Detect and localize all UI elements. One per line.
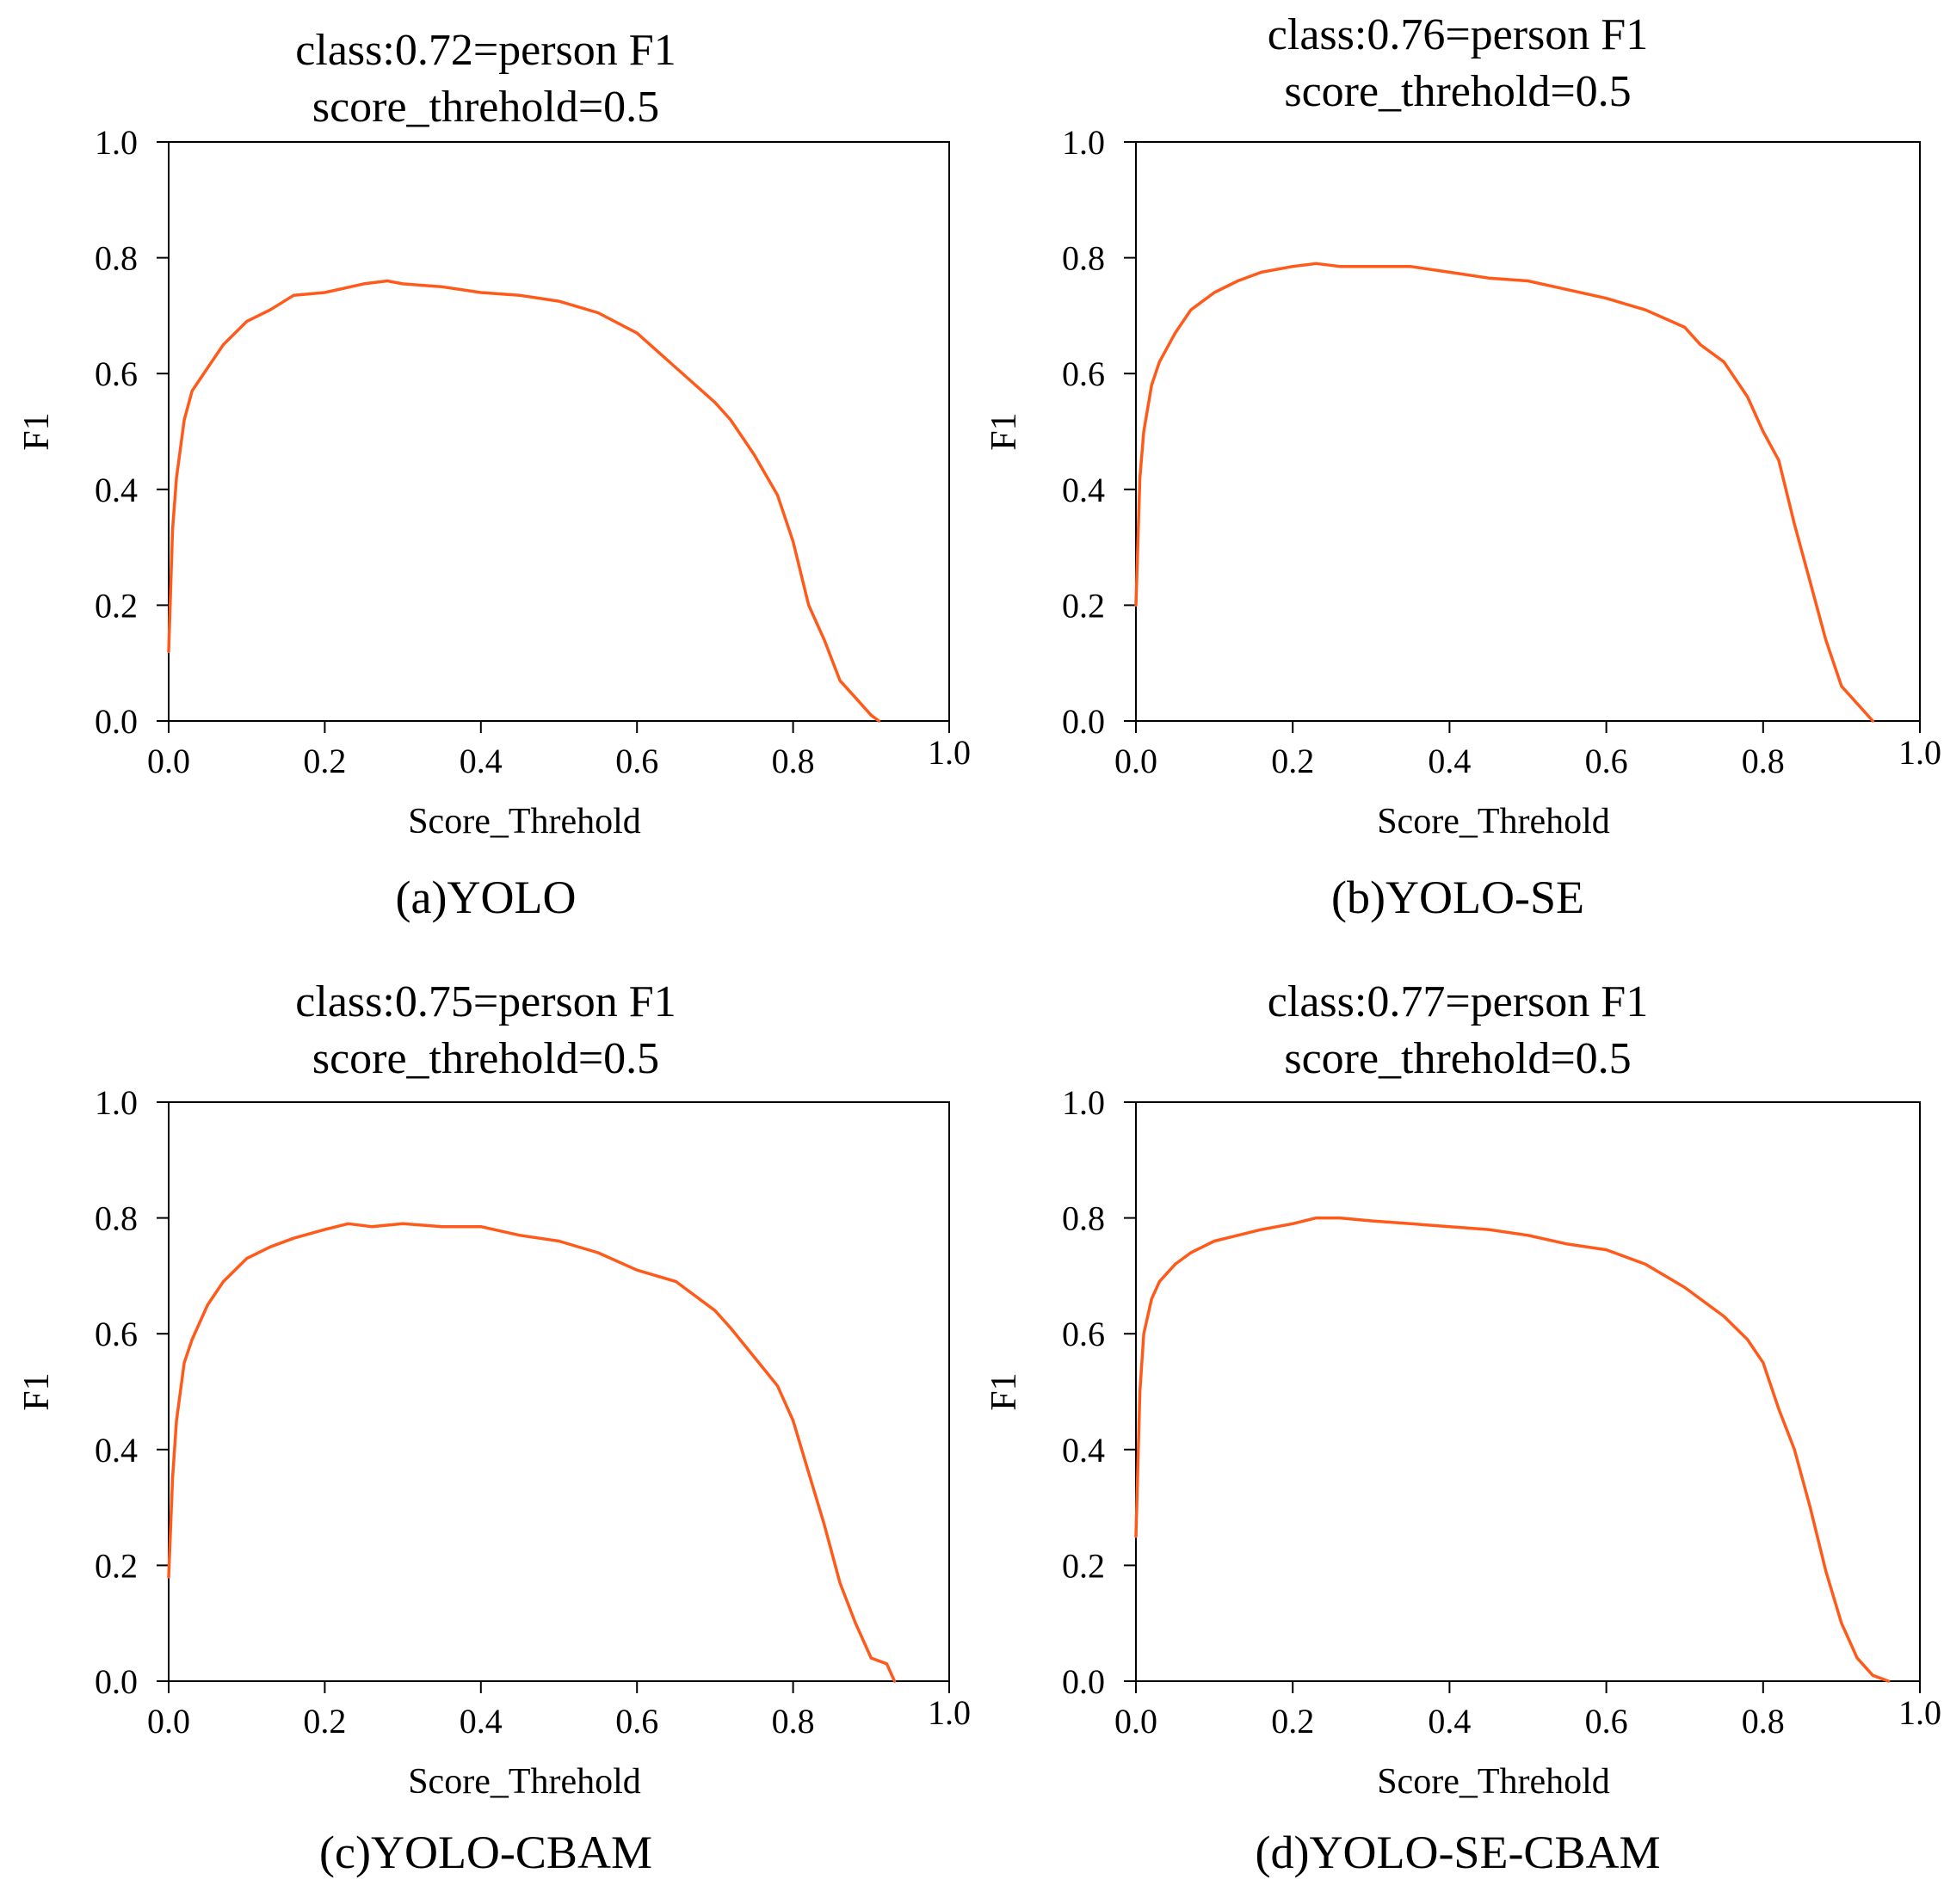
y-tick-label: 0.8	[95, 239, 138, 278]
plot-area-d: 0.0 0.2 0.4 0.6 0.8 1.0 0.0 0.2 0.4 0.6 0.8 1.0 Scor…	[984, 1083, 1941, 1802]
y-axis-label: F1	[984, 412, 1024, 450]
y-tick-label: 0.8	[1062, 1199, 1105, 1238]
x-tick-label: 0.4	[1428, 742, 1471, 780]
chart-title-line-b: class:0.76=person F1	[1267, 10, 1649, 59]
y-tick-label: 0.4	[95, 1431, 138, 1470]
f1-series-line	[1134, 1216, 1891, 1683]
y-tick-label: 0.2	[95, 586, 138, 625]
x-tick-label: 0.2	[1271, 1702, 1314, 1741]
chart-title-c: class:0.75=person F1 score_threhold=0.5	[0, 974, 972, 1088]
y-tick-label: 0.4	[95, 471, 138, 509]
chart-subtitle-b: score_threhold=0.5	[1284, 67, 1632, 116]
x-tick-label: 1.0	[1898, 1693, 1941, 1732]
caption-a: (a)YOLO	[395, 872, 577, 923]
x-tick-label: 0.8	[772, 1702, 815, 1741]
chart-title-b: class:0.76=person F1 score_threhold=0.5	[972, 7, 1944, 120]
plot-area-c: 0.0 0.2 0.4 0.6 0.8 1.0 0.0 0.2 0.4 0.6 0.8 1.0 Scor…	[17, 1083, 971, 1802]
y-tick-label: 0.8	[1062, 239, 1105, 278]
y-tick-label: 0.2	[1062, 586, 1105, 625]
y-axis-label: F1	[17, 412, 57, 450]
f1-series-line	[167, 279, 881, 723]
f1-series-line	[167, 1222, 897, 1683]
x-tick-label: 0.0	[147, 1702, 190, 1741]
x-axis-label: Score_Threhold	[1377, 1762, 1610, 1802]
x-tick-label: 0.8	[772, 742, 815, 780]
x-tick-label: 0.6	[1585, 742, 1628, 780]
x-tick-label: 0.8	[1742, 1702, 1785, 1741]
y-tick-label: 0.6	[95, 354, 138, 393]
x-tick-label: 0.0	[1114, 1702, 1157, 1741]
x-tick-label: 0.2	[303, 742, 346, 780]
x-axis-label: Score_Threhold	[408, 1762, 641, 1802]
y-tick-label: 0.0	[1062, 702, 1105, 741]
y-tick-label: 0.4	[1062, 1431, 1105, 1470]
y-tick-label: 0.0	[95, 1662, 138, 1701]
chart-title-line-c: class:0.75=person F1	[295, 977, 676, 1026]
y-axis-label: F1	[17, 1372, 57, 1410]
chart-panel-c: class:0.75=person F1 score_threhold=0.5 …	[0, 952, 972, 1904]
x-axis-label: Score_Threhold	[1377, 802, 1610, 841]
y-tick-label: 0.0	[1062, 1662, 1105, 1701]
plot-area-b: 0.0 0.2 0.4 0.6 0.8 1.0 0.0 0.2 0.4 0.6 0.8 1.0 Scor…	[984, 123, 1941, 841]
caption-b: (b)YOLO-SE	[1331, 872, 1584, 923]
x-axis-label: Score_Threhold	[408, 802, 641, 841]
y-tick-label: 0.2	[95, 1546, 138, 1585]
chart-subtitle-a: score_threhold=0.5	[312, 83, 660, 132]
plot-area-a: 0.0 0.2 0.4 0.6 0.8 1.0 0.0 0.2 0.4 0.6 0.8 1.0 Scor…	[17, 123, 971, 841]
x-tick-label: 0.8	[1742, 742, 1785, 780]
y-tick-label: 0.8	[95, 1199, 138, 1238]
chart-subtitle-d: score_threhold=0.5	[1284, 1034, 1632, 1083]
chart-title-line-d: class:0.77=person F1	[1267, 977, 1649, 1026]
chart-panel-a: class:0.72=person F1 score_threhold=0.5 …	[0, 0, 972, 952]
x-tick-label: 0.4	[460, 1702, 503, 1741]
y-tick-label: 1.0	[1062, 123, 1105, 162]
plot-frame	[1135, 141, 1921, 722]
y-tick-label: 0.6	[95, 1315, 138, 1353]
x-tick-label: 0.6	[615, 742, 658, 780]
chart-title-d: class:0.77=person F1 score_threhold=0.5	[972, 974, 1944, 1088]
y-tick-label: 0.6	[1062, 1315, 1105, 1353]
caption-d: (d)YOLO-SE-CBAM	[1255, 1827, 1661, 1878]
x-tick-label: 0.0	[1114, 742, 1157, 780]
plot-frame	[1135, 1101, 1921, 1682]
x-tick-label: 0.4	[460, 742, 503, 780]
x-tick-label: 1.0	[928, 733, 971, 772]
f1-series-line	[1134, 262, 1875, 723]
chart-title-line-a: class:0.72=person F1	[295, 26, 676, 75]
x-tick-label: 1.0	[1898, 733, 1941, 772]
y-tick-label: 1.0	[95, 1083, 138, 1122]
x-tick-label: 0.6	[615, 1702, 658, 1741]
plot-frame	[168, 1101, 950, 1682]
y-tick-label: 0.2	[1062, 1546, 1105, 1585]
caption-c: (c)YOLO-CBAM	[319, 1827, 652, 1878]
y-axis-label: F1	[984, 1372, 1024, 1410]
x-tick-label: 0.4	[1428, 1702, 1471, 1741]
chart-subtitle-c: score_threhold=0.5	[312, 1034, 660, 1083]
plot-frame	[168, 141, 950, 722]
x-tick-label: 0.2	[303, 1702, 346, 1741]
x-tick-label: 0.2	[1271, 742, 1314, 780]
x-tick-label: 0.0	[147, 742, 190, 780]
chart-panel-b: class:0.76=person F1 score_threhold=0.5 …	[972, 0, 1944, 952]
x-tick-label: 1.0	[928, 1693, 971, 1732]
y-tick-label: 0.6	[1062, 354, 1105, 393]
y-tick-label: 1.0	[1062, 1083, 1105, 1122]
x-tick-label: 0.6	[1585, 1702, 1628, 1741]
chart-panel-d: class:0.77=person F1 score_threhold=0.5 …	[972, 952, 1944, 1904]
y-tick-label: 0.0	[95, 702, 138, 741]
y-tick-label: 1.0	[95, 123, 138, 162]
chart-title-a: class:0.72=person F1 score_threhold=0.5	[0, 22, 972, 136]
y-tick-label: 0.4	[1062, 471, 1105, 509]
